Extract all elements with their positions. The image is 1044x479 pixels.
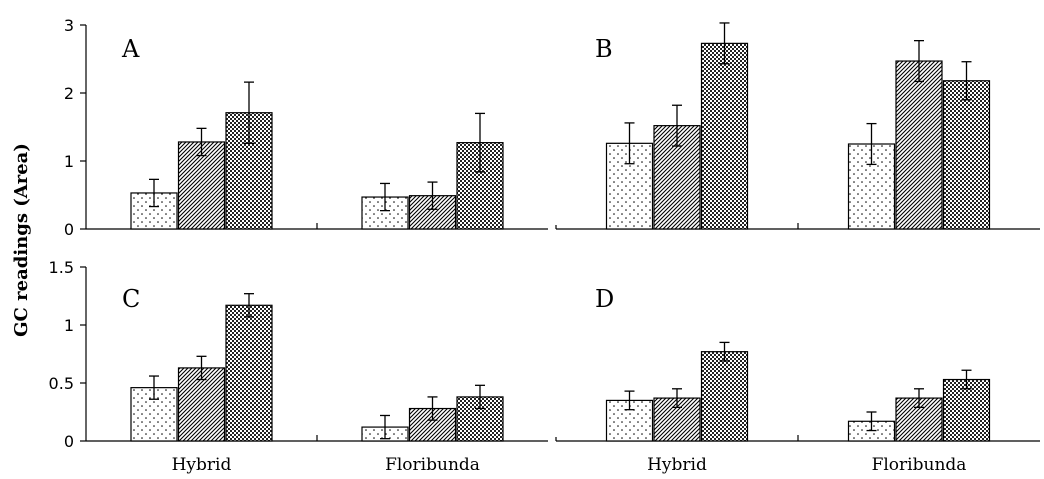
bar-hybrid-3 xyxy=(700,42,749,230)
panel-A: 0 1 2 3 A xyxy=(64,16,548,239)
y-tick-label: 1 xyxy=(64,152,74,171)
y-axis-label: GC readings (Area) xyxy=(11,143,32,337)
y-tick-label: 1 xyxy=(64,316,74,335)
panel-C: 0 0.5 1 1.5 C Hybrid Floribunda xyxy=(49,258,548,475)
bar-hybrid-1 xyxy=(605,142,654,230)
bar-floribunda-3 xyxy=(942,80,991,230)
panel-label: D xyxy=(595,285,614,313)
panel-label: B xyxy=(595,35,613,63)
category-label: Hybrid xyxy=(172,455,232,475)
y-tick-label: 3 xyxy=(64,16,74,35)
bar-hybrid-3 xyxy=(225,304,273,442)
y-tick-label: 0 xyxy=(64,220,74,239)
category-label: Floribunda xyxy=(872,455,967,475)
category-label: Floribunda xyxy=(385,455,480,475)
bar-floribunda-2 xyxy=(895,60,943,230)
y-tick-label: 1.5 xyxy=(49,258,74,277)
bar-floribunda-3 xyxy=(942,378,991,442)
bar-hybrid-3 xyxy=(700,351,749,442)
panel-label: C xyxy=(122,285,140,313)
panel-label: A xyxy=(121,35,140,63)
y-tick-label: 0 xyxy=(64,432,74,451)
panel-D: D Hybrid Floribunda xyxy=(555,285,1040,475)
chart-root: 0 1 2 3 A B 0 0.5 1 1.5 C Hybrid Floribunda D Hybrid Fl… xyxy=(11,16,1040,475)
y-tick-label: 0.5 xyxy=(49,374,74,393)
category-label: Hybrid xyxy=(647,455,707,475)
y-tick-label: 2 xyxy=(64,84,74,103)
bar-hybrid-2 xyxy=(177,141,226,230)
panel-B: B xyxy=(555,22,1040,230)
